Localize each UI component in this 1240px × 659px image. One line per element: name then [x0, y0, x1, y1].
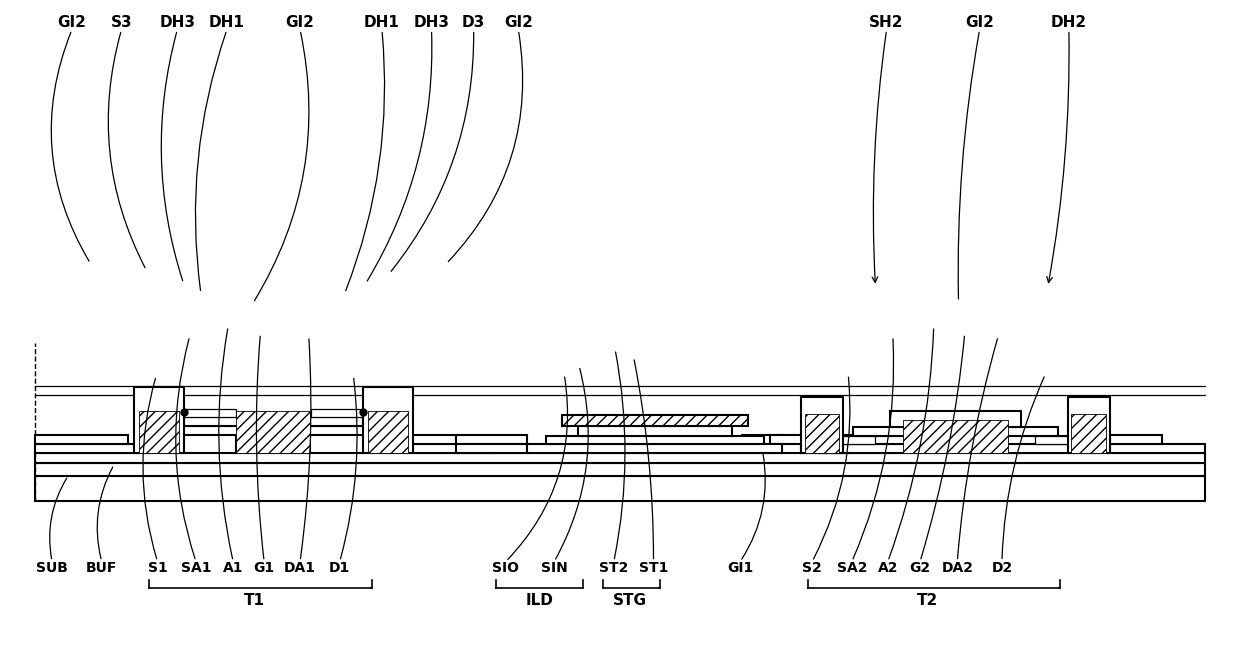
Bar — [816, 444, 1095, 453]
Bar — [456, 435, 527, 444]
Bar — [1071, 414, 1106, 453]
Bar — [413, 435, 456, 444]
Bar — [236, 435, 310, 453]
Bar — [184, 409, 236, 417]
Bar — [527, 444, 782, 453]
Bar — [801, 397, 843, 453]
Bar — [805, 414, 839, 453]
Bar — [368, 411, 408, 453]
Text: G2: G2 — [909, 561, 931, 575]
Bar — [779, 444, 782, 453]
Bar — [828, 436, 1083, 444]
Text: SIO: SIO — [492, 561, 520, 575]
Text: GI1: GI1 — [727, 561, 754, 575]
Text: DH3: DH3 — [413, 14, 450, 30]
Bar — [134, 387, 184, 453]
Text: DA1: DA1 — [284, 561, 316, 575]
Bar — [1035, 436, 1083, 444]
Bar — [853, 427, 1058, 436]
Bar — [184, 426, 363, 435]
Bar — [236, 411, 310, 453]
Bar — [456, 444, 527, 453]
Text: T2: T2 — [916, 593, 939, 608]
Text: ILD: ILD — [526, 593, 553, 608]
Text: T1: T1 — [244, 593, 264, 608]
Text: DA2: DA2 — [941, 561, 973, 575]
Bar — [742, 435, 782, 444]
Bar — [828, 436, 875, 444]
Bar — [35, 444, 134, 453]
Bar — [890, 411, 1021, 427]
Bar — [1068, 397, 1110, 453]
Text: SIN: SIN — [541, 561, 568, 575]
Text: D2: D2 — [991, 561, 1013, 575]
Bar — [1110, 444, 1205, 453]
Text: S1: S1 — [148, 561, 167, 575]
Text: GI2: GI2 — [57, 14, 87, 30]
Text: SH2: SH2 — [869, 14, 904, 30]
Bar — [184, 417, 363, 426]
Bar — [546, 436, 764, 444]
Text: DH2: DH2 — [1050, 14, 1087, 30]
Text: DH1: DH1 — [365, 14, 399, 30]
Bar — [35, 435, 128, 444]
Text: STG: STG — [613, 593, 647, 608]
Bar — [770, 435, 853, 444]
Text: SUB: SUB — [36, 561, 68, 575]
Text: GI2: GI2 — [285, 14, 315, 30]
Text: SA1: SA1 — [181, 561, 211, 575]
Bar — [363, 387, 413, 453]
Text: D1: D1 — [329, 561, 351, 575]
Bar — [35, 476, 1205, 501]
Bar — [413, 444, 494, 453]
Text: S3: S3 — [110, 14, 133, 30]
Text: SA2: SA2 — [837, 561, 867, 575]
Text: BUF: BUF — [86, 561, 118, 575]
Text: A1: A1 — [223, 561, 243, 575]
Text: GI2: GI2 — [965, 14, 994, 30]
Text: G1: G1 — [253, 561, 275, 575]
Text: GI2: GI2 — [503, 14, 533, 30]
Bar — [311, 409, 363, 417]
Bar — [139, 411, 179, 453]
Bar — [903, 420, 1008, 453]
Text: S2: S2 — [802, 561, 822, 575]
Text: DH3: DH3 — [159, 14, 196, 30]
Bar — [562, 415, 748, 426]
Bar — [801, 444, 853, 453]
Bar — [35, 463, 1205, 476]
Text: DH1: DH1 — [210, 14, 244, 30]
Text: A2: A2 — [878, 561, 898, 575]
Text: D3: D3 — [463, 14, 485, 30]
Text: ST1: ST1 — [639, 561, 668, 575]
Bar — [578, 426, 732, 436]
Bar — [35, 453, 1205, 463]
Text: ST2: ST2 — [599, 561, 629, 575]
Bar — [1110, 435, 1162, 444]
